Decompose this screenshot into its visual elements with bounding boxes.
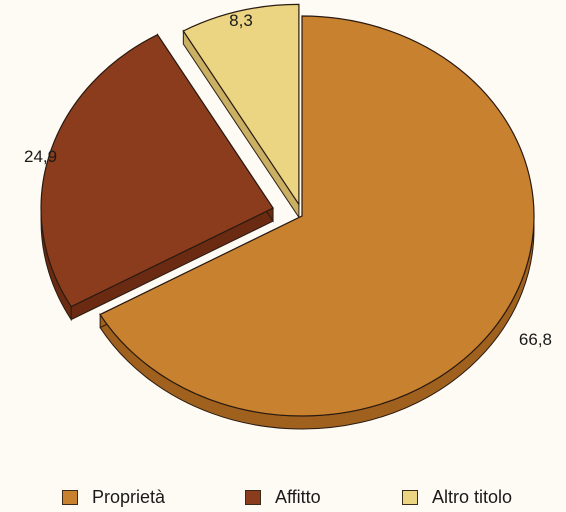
legend-label-altro-titolo: Altro titolo bbox=[432, 486, 513, 507]
value-label-affitto: 24,9 bbox=[24, 147, 57, 166]
value-label-proprieta: 66,8 bbox=[519, 330, 552, 349]
chart-legend: Proprietà Affitto Altro titolo bbox=[0, 482, 566, 512]
legend-item-affitto: Affitto bbox=[245, 482, 321, 512]
legend-item-altro-titolo: Altro titolo bbox=[402, 482, 512, 512]
legend-label-affitto: Affitto bbox=[275, 486, 321, 507]
legend-swatch-affitto bbox=[245, 489, 261, 505]
value-label-altro-titolo: 8,3 bbox=[229, 11, 253, 30]
legend-swatch-altro-titolo bbox=[402, 489, 418, 505]
pie-slice-altro-titolo bbox=[182, 3, 300, 207]
legend-swatch-proprieta bbox=[62, 489, 78, 505]
pie-chart-svg: 66,8 24,9 8,3 bbox=[24, 3, 552, 430]
legend-label-proprieta: Proprietà bbox=[92, 486, 166, 507]
legend-item-proprieta: Proprietà bbox=[62, 482, 165, 512]
pie-slice-proprieta bbox=[99, 15, 535, 417]
pie-slice-affitto bbox=[40, 33, 274, 308]
